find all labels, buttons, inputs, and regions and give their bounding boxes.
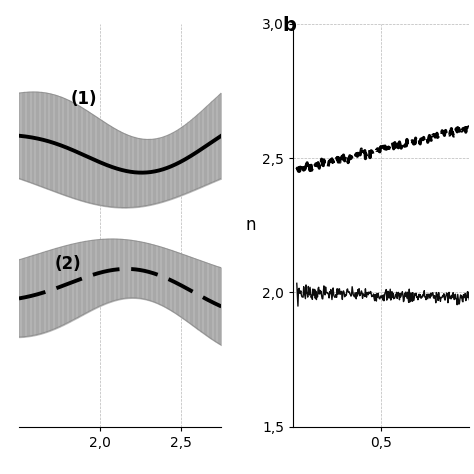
Text: (2): (2) bbox=[55, 255, 81, 273]
Text: (1): (1) bbox=[71, 90, 97, 108]
Text: b: b bbox=[282, 16, 296, 35]
Y-axis label: n: n bbox=[246, 216, 256, 234]
